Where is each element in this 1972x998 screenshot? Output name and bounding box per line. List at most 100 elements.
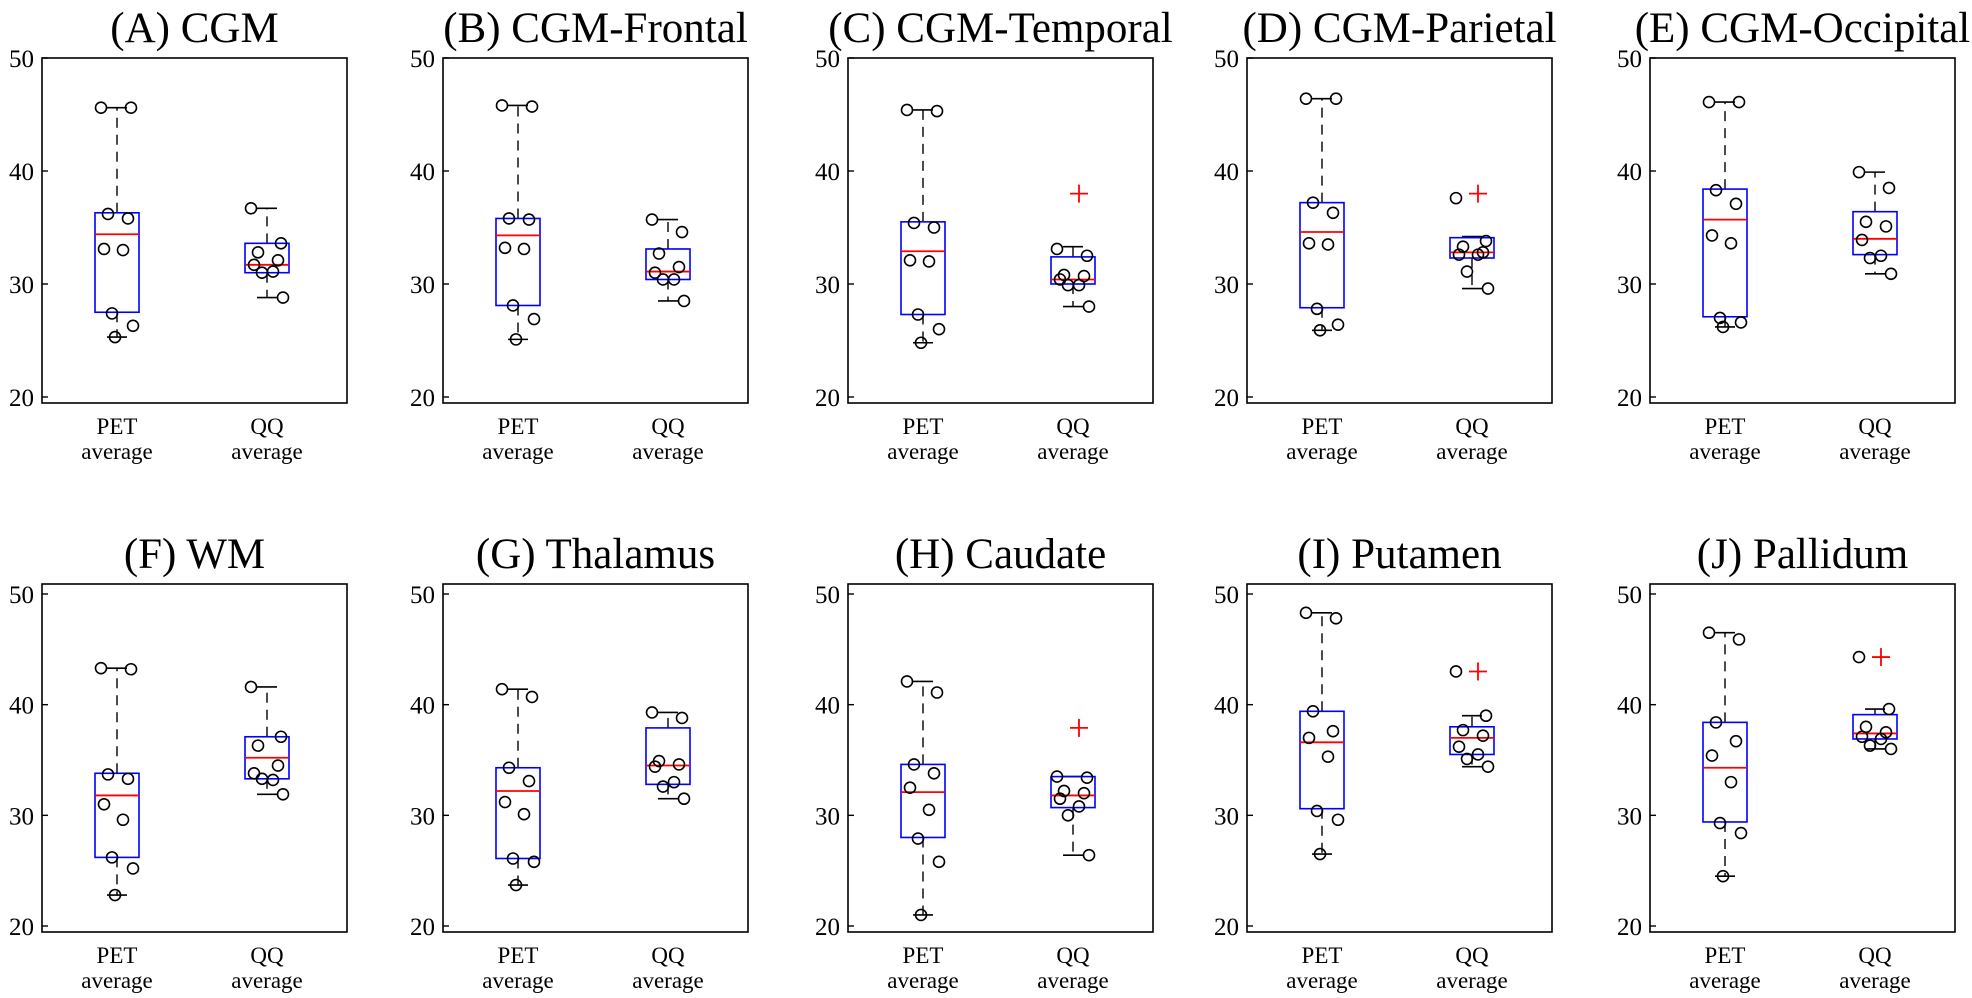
y-tick-label: 30 (410, 803, 435, 830)
data-point (506, 852, 520, 865)
data-point (1705, 749, 1719, 762)
y-tick-label: 30 (1214, 803, 1239, 830)
data-point (1471, 248, 1485, 261)
data-point (1299, 606, 1313, 620)
y-tick-label: 40 (410, 693, 435, 720)
data-point (1713, 816, 1727, 830)
iqr-box (1449, 236, 1495, 259)
iqr-box (900, 221, 946, 316)
iqr-box (1299, 710, 1345, 810)
box-pet (1702, 95, 1748, 334)
y-tick-label: 30 (815, 272, 840, 299)
subplot-title: (J) Pallidum (1697, 531, 1908, 578)
data-point (527, 312, 541, 326)
y-tick-label: 30 (9, 803, 34, 830)
outlier-marker (1469, 184, 1487, 203)
data-point (667, 775, 681, 789)
iqr-box (1299, 201, 1345, 309)
y-tick-label: 20 (815, 914, 840, 941)
data-point (911, 308, 925, 321)
subplot-3: (C) CGM-Temporal 20 30 40 50 PET average QQ aver… (815, 5, 1173, 464)
data-point (1072, 800, 1086, 813)
box-pet (1299, 606, 1345, 861)
data-point (1460, 752, 1474, 766)
data-point (1321, 750, 1335, 763)
data-point (914, 908, 928, 922)
data-point (1077, 786, 1091, 800)
data-point (656, 780, 670, 793)
data-point (1313, 324, 1327, 337)
data-point (1852, 165, 1866, 179)
subplot-6: (F) WM 20 30 40 50 PET average QQ average (9, 531, 348, 993)
data-point (1863, 251, 1877, 265)
data-point (94, 101, 108, 115)
y-tick-label: 50 (1214, 46, 1239, 73)
data-point (495, 99, 509, 112)
data-point (1852, 650, 1866, 664)
data-point (1732, 95, 1746, 109)
data-point (522, 213, 536, 226)
data-point (1329, 612, 1343, 625)
iqr-box (1852, 210, 1898, 256)
data-point (900, 675, 914, 688)
y-tick-label: 30 (410, 272, 435, 299)
box-pet (495, 682, 541, 892)
data-point (648, 760, 662, 773)
data-point (1449, 665, 1463, 678)
data-point (930, 686, 944, 699)
data-point (121, 772, 135, 786)
x-category-label: QQ average (1436, 414, 1508, 464)
box-pet (94, 661, 140, 902)
x-category-label: PET average (887, 943, 959, 993)
axes-frame (1246, 57, 1553, 404)
data-point (251, 739, 265, 752)
data-point (271, 253, 285, 267)
data-point (1460, 265, 1474, 278)
data-point (251, 246, 265, 259)
subplot-1: (A) CGM 20 30 40 50 PET average QQ average (9, 5, 348, 464)
data-point (525, 690, 539, 704)
subplot-title: (G) Thalamus (476, 531, 715, 578)
data-point (1855, 233, 1869, 247)
data-point (1313, 847, 1327, 861)
subplot-10: (J) Pallidum 20 30 40 50 PET average QQ average (1617, 531, 1956, 993)
data-point (1306, 196, 1320, 209)
outlier-marker (1070, 718, 1088, 737)
y-tick-label: 40 (9, 693, 34, 720)
x-category-label: PET average (1286, 943, 1358, 993)
data-point (1716, 869, 1730, 883)
data-point (1884, 742, 1898, 756)
data-point (101, 768, 115, 781)
subplot-9: (I) Putamen 20 30 40 50 PET average QQ average (1214, 531, 1553, 993)
data-point (266, 265, 280, 278)
data-point (1709, 183, 1723, 197)
axes-frame (442, 583, 749, 933)
y-tick-label: 50 (815, 582, 840, 609)
box-qq (645, 213, 691, 308)
data-point (522, 774, 536, 788)
axes-frame (1649, 583, 1956, 933)
x-category-label: PET average (1689, 414, 1761, 464)
subplot-title: (B) CGM-Frontal (443, 5, 748, 52)
data-point (677, 294, 691, 308)
data-point (1713, 311, 1727, 325)
data-point (1299, 92, 1313, 105)
subplot-5: (E) CGM-Occipital 20 30 40 50 PET average QQ ave… (1617, 5, 1970, 464)
x-category-label: PET average (482, 414, 554, 464)
data-point (907, 216, 921, 230)
subplot-title: (D) CGM-Parietal (1242, 5, 1556, 52)
data-point (121, 212, 135, 225)
y-tick-label: 30 (815, 803, 840, 830)
data-point (1724, 775, 1738, 789)
data-point (1882, 181, 1896, 195)
subplot-title: (C) CGM-Temporal (828, 5, 1173, 52)
y-tick-label: 50 (1214, 582, 1239, 609)
data-point (1479, 709, 1493, 723)
x-category-label: QQ average (231, 943, 303, 993)
data-point (907, 758, 921, 771)
data-point (247, 258, 261, 272)
subplot-title: (E) CGM-Occipital (1635, 5, 1971, 52)
axes-frame (442, 57, 749, 404)
x-category-label: PET average (1689, 943, 1761, 993)
y-tick-label: 20 (1214, 914, 1239, 941)
